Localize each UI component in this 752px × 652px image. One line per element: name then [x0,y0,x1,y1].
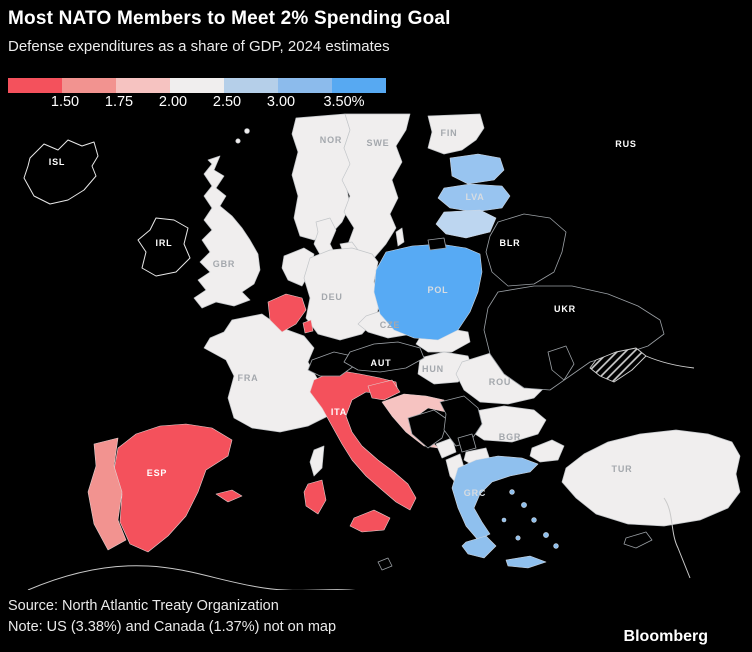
orkney-island [235,138,241,144]
country-finland [427,113,485,155]
corsica-island [309,445,325,477]
label-esp: ESP [147,468,167,478]
sardinia-island [303,479,327,515]
chart-subtitle: Defense expenditures as a share of GDP, … [8,37,390,55]
country-greece [451,455,539,541]
legend-swatch-neutral [170,78,224,93]
country-austria [343,341,425,373]
legend-tick: 3.00 [266,94,296,110]
legend-swatch-blue [332,78,386,93]
azov-coastline [645,355,695,369]
aegean-islands [501,489,559,549]
country-ireland [137,217,191,277]
country-turkey-thrace [529,439,565,463]
color-legend: 1.50 1.75 2.00 2.50 3.00 3.50% [8,78,386,112]
label-gbr: GBR [213,259,235,269]
country-kaliningrad [427,237,447,251]
country-bosnia [407,409,449,449]
sicily-island [349,509,391,533]
legend-color-bar [8,78,386,93]
label-tur: TUR [612,464,633,474]
country-great-britain [193,155,261,309]
levant-coastline [663,497,691,579]
legend-tick: 1.75 [104,94,134,110]
legend-tick: 2.50 [212,94,242,110]
chart-footer: Source: North Atlantic Treaty Organizati… [8,596,744,638]
legend-swatch-midblue [278,78,332,93]
label-irl: IRL [156,238,173,248]
country-belgium [267,293,307,333]
label-cze: CZE [380,320,400,330]
country-belarus [485,213,567,287]
legend-ticks: 1.50 1.75 2.00 2.50 3.00 3.50% [8,93,386,110]
country-poland [373,243,483,341]
chart-header: Most NATO Members to Meet 2% Spending Go… [8,8,744,55]
label-grc: GRC [464,488,486,498]
country-spain [113,423,233,553]
label-swe: SWE [367,138,390,148]
legend-swatch-pink [116,78,170,93]
country-switzerland [307,351,355,377]
country-cyprus [623,531,653,549]
balearic-islands [215,489,243,503]
shetland-island [244,128,250,134]
chart-title: Most NATO Members to Meet 2% Spending Go… [8,8,451,29]
label-hun: HUN [422,364,444,374]
country-slovenia [367,379,401,401]
country-moldova [547,345,575,381]
crete-island [505,555,547,569]
source-text: Source: North Atlantic Treaty Organizati… [8,597,279,614]
country-kosovo [457,433,477,453]
country-italy [309,369,417,511]
country-latvia [437,183,511,213]
country-luxembourg [302,319,314,334]
label-isl: ISL [49,157,65,167]
label-fra: FRA [238,373,259,383]
country-labels: ISL IRL GBR NOR SWE FIN RUS LVA BLR POL … [49,128,636,498]
country-estonia [449,153,505,185]
malta-island [377,557,393,571]
legend-swatch-red [8,78,62,93]
country-iceland [23,139,99,205]
label-deu: DEU [321,292,342,302]
legend-swatch-lightblue [224,78,278,93]
label-nor: NOR [320,135,342,145]
country-montenegro [435,437,457,459]
country-portugal [87,437,127,551]
country-turkey [561,429,741,527]
peloponnese [461,535,497,559]
label-lva: LVA [465,192,484,202]
country-lithuania [435,209,497,239]
note-text: Note: US (3.38%) and Canada (1.37%) not … [8,618,337,635]
label-blr: BLR [500,238,521,248]
legend-tick: 3.50% [323,94,365,110]
label-bgr: BGR [499,432,521,442]
country-france [203,313,333,433]
legend-tick: 1.50 [50,94,80,110]
legend-swatch-salmon [62,78,116,93]
africa-coastline [27,565,356,590]
label-ukr: UKR [554,304,576,314]
country-ukraine [483,285,665,391]
legend-tick: 2.00 [158,94,188,110]
crimea-hatched-area [589,347,647,383]
label-rus: RUS [615,139,636,149]
bloomberg-logo: Bloomberg [623,628,708,645]
label-rou: ROU [489,377,511,387]
label-aut: AUT [371,358,392,368]
label-pol: POL [428,285,449,295]
label-ita: ITA [331,407,347,417]
label-fin: FIN [441,128,458,138]
gotland-island [395,227,405,247]
